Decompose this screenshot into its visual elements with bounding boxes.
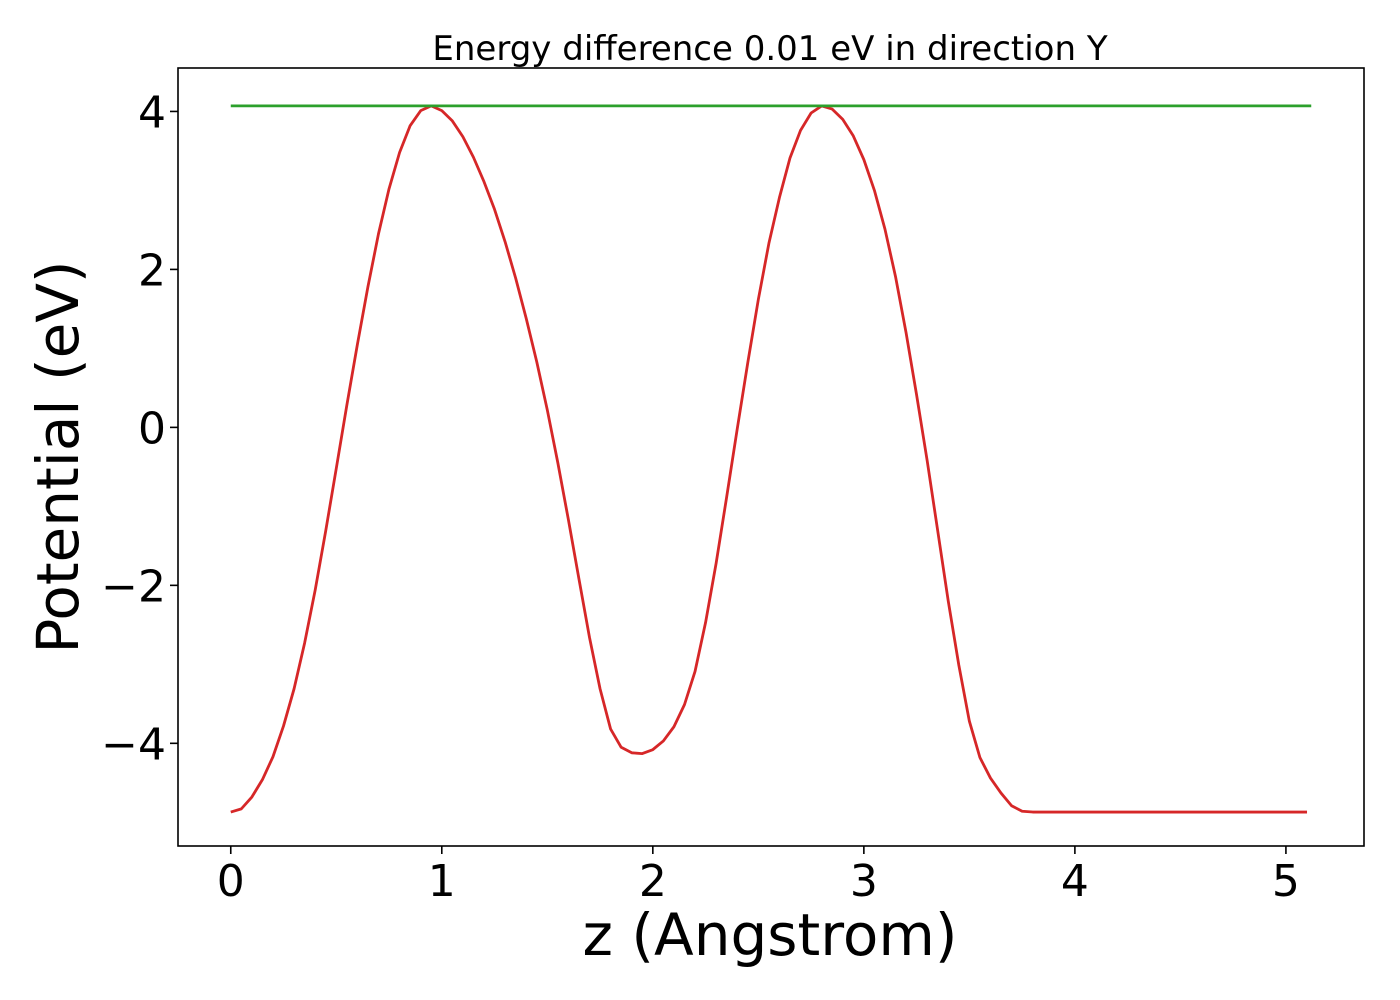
series-layer — [230, 104, 1312, 814]
y-tick-label: −2 — [101, 561, 166, 612]
y-tick-label: 4 — [138, 87, 166, 138]
x-axis: 0 1 2 3 4 5 — [217, 846, 1300, 907]
x-axis-label: z (Angstrom) — [583, 901, 958, 969]
y-tick-label: −4 — [101, 719, 166, 770]
x-tick-label: 3 — [850, 856, 878, 907]
x-tick-label: 0 — [217, 856, 245, 907]
y-tick-label: 2 — [138, 245, 166, 296]
y-axis: −4 −2 0 2 4 — [101, 87, 178, 770]
chart-title: Energy difference 0.01 eV in direction Y — [432, 29, 1107, 69]
x-tick-label: 2 — [639, 856, 667, 907]
series-line-0 — [230, 104, 1308, 814]
y-axis-label: Potential (eV) — [24, 260, 92, 653]
plot-frame — [177, 67, 1365, 847]
x-tick-label: 4 — [1061, 856, 1089, 907]
x-tick-label: 5 — [1272, 856, 1300, 907]
x-tick-label: 1 — [428, 856, 456, 907]
y-tick-label: 0 — [138, 403, 166, 454]
